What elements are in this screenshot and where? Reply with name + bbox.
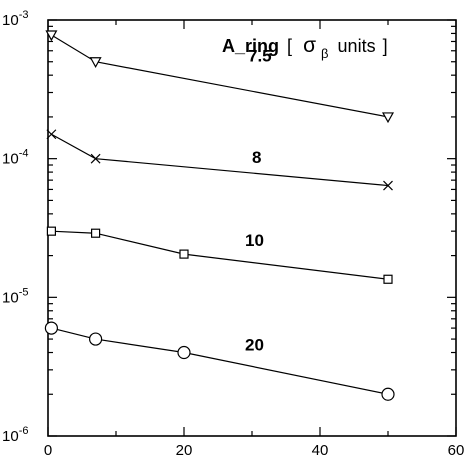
series-7-5: 7.5 (45, 30, 395, 124)
data-point-circle (88, 332, 103, 346)
series-label: 20 (245, 335, 264, 354)
series-line (51, 327, 389, 395)
y-tick-label: 10-5 (2, 286, 28, 306)
title-sigma: σ (303, 34, 316, 57)
data-point-cross (383, 180, 393, 191)
series-label: 7.5 (248, 46, 272, 65)
title-sigma-sub: β (321, 46, 328, 61)
x-tick-label: 60 (448, 442, 465, 459)
data-point-square (179, 249, 189, 259)
data-point-circle (44, 321, 59, 335)
chart-title: A_ring [ σ β units ] (222, 34, 388, 62)
series-line (51, 133, 389, 187)
x-tick-label: 40 (312, 442, 329, 459)
data-point-cross (90, 153, 101, 164)
data-point-triangle (381, 112, 395, 124)
title-units: units (338, 36, 376, 56)
data-point-cross (46, 129, 57, 140)
data-point-triangle (45, 30, 58, 42)
series-line (51, 230, 389, 280)
title-bracket-close: ] (383, 36, 388, 56)
series-8: 8 (46, 129, 393, 191)
title-bracket-open: [ (287, 36, 292, 56)
series-10: 10 (46, 226, 393, 284)
y-tick-label: 10-4 (2, 148, 28, 168)
data-point-circle (381, 387, 395, 401)
series-20: 20 (44, 321, 395, 401)
title-bold: A_ring (222, 36, 279, 56)
plot-frame (47, 19, 457, 437)
y-tick-label: 10-6 (2, 425, 28, 445)
y-tick-label: 10-3 (2, 9, 28, 29)
data-point-square (383, 274, 393, 284)
data-point-square (46, 226, 57, 236)
data-point-square (90, 228, 101, 238)
series-label: 8 (252, 148, 261, 167)
series-label: 10 (245, 231, 264, 250)
data-point-circle (177, 345, 191, 360)
data-point-triangle (89, 57, 102, 68)
x-tick-label: 20 (176, 442, 193, 459)
x-tick-label: 0 (44, 442, 52, 459)
